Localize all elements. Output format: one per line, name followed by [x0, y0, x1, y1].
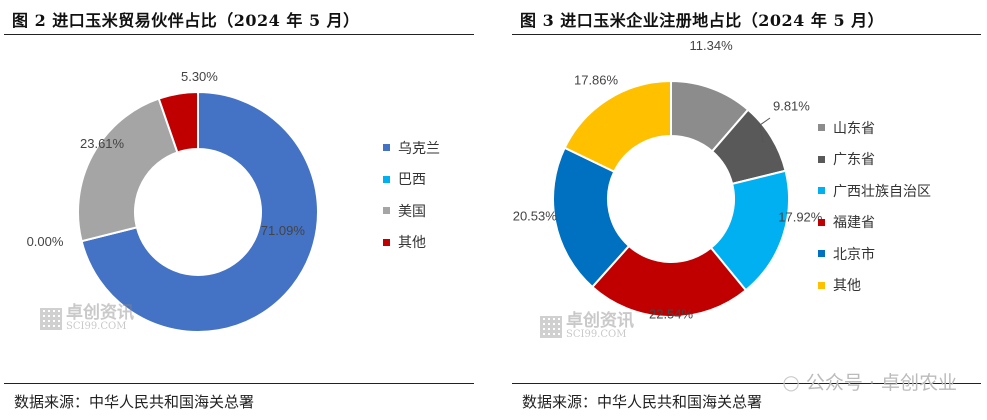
legend-item-广东省: 广东省	[818, 144, 931, 176]
donut-chart-registration-regions: 11.34% 9.81% 17.92% 22.54% 20.53% 17.86%	[513, 38, 823, 321]
data-label-山东省: 11.34%	[690, 38, 734, 53]
legend-swatch	[818, 187, 825, 195]
donut-chart-trade-partners: 71.09% 0.00% 23.61% 5.30%	[27, 69, 319, 333]
wechat-label: 公众号 · 卓创农业	[805, 372, 957, 394]
legend-item-福建省: 福建省	[818, 207, 931, 239]
legend-label: 福建省	[833, 215, 875, 232]
source-bar: 数据来源：中华人民共和国海关总署	[4, 383, 474, 418]
legend-label: 其他	[833, 278, 861, 295]
legend-swatch	[818, 155, 825, 163]
data-label-其他: 17.86%	[574, 73, 619, 88]
data-label-北京市: 20.53%	[513, 208, 558, 223]
legend-item-北京市: 北京市	[818, 238, 931, 270]
legend-swatch	[818, 218, 825, 226]
legend-item-广西壮族自治区: 广西壮族自治区	[818, 175, 931, 207]
legend-swatch	[818, 250, 825, 258]
slice-乌克兰	[80, 90, 319, 333]
source-bar: 数据来源：中华人民共和国海关总署	[512, 383, 981, 418]
legend-swatch	[818, 281, 825, 289]
legend: 山东省广东省广西壮族自治区 福建省北京市其他	[818, 112, 931, 301]
data-label-美国: 23.61%	[80, 136, 125, 151]
watermark-en: SCI99.COM	[566, 329, 627, 340]
legend-item-乌克兰: 乌克兰	[383, 132, 440, 164]
legend-label: 广东省	[833, 152, 875, 169]
legend-swatch	[383, 144, 390, 152]
watermark: 卓创资讯 SCI99.COM	[40, 305, 134, 332]
legend-item-其他: 其他	[383, 227, 440, 259]
slice-福建省	[590, 244, 748, 318]
sci99-logo-icon	[40, 307, 62, 330]
legend-item-山东省: 山东省	[818, 112, 931, 144]
legend-label: 广西壮族自治区	[833, 183, 931, 200]
wechat-account-badge: ○ 公众号 · 卓创农业	[782, 368, 957, 395]
data-label-其他: 5.30%	[181, 69, 218, 84]
legend-item-巴西: 巴西	[383, 164, 440, 196]
data-label-乌克兰: 71.09%	[261, 223, 306, 238]
title-bar: 图 3 进口玉米企业注册地占比（2024 年 5 月）	[512, 4, 981, 35]
watermark: 卓创资讯 SCI99.COM	[540, 313, 634, 340]
legend-label: 山东省	[833, 120, 875, 137]
legend-label: 巴西	[398, 172, 426, 189]
legend-swatch	[818, 124, 825, 132]
chart-panel-left: 图 2 进口玉米贸易伙伴占比（2024 年 5 月） 71.09% 0.00% 23…	[0, 0, 480, 420]
legend-swatch	[383, 175, 390, 183]
chart-title: 图 2 进口玉米贸易伙伴占比（2024 年 5 月）	[12, 11, 360, 30]
slice-美国	[77, 97, 179, 243]
data-label-广东省: 9.81%	[773, 98, 810, 113]
sci99-logo-icon	[540, 315, 562, 338]
legend-label: 乌克兰	[398, 140, 440, 157]
data-label-广西壮族自治区: 17.92%	[778, 209, 823, 224]
legend-label: 北京市	[833, 246, 875, 263]
slice-其他	[563, 79, 672, 174]
legend-label: 其他	[398, 235, 426, 252]
leader-line-广东省	[759, 117, 771, 143]
watermark-cn: 卓创资讯	[566, 311, 634, 331]
legend-label: 美国	[398, 203, 426, 220]
legend-swatch	[383, 207, 390, 215]
legend-item-美国: 美国	[383, 195, 440, 227]
legend-item-其他: 其他	[818, 270, 931, 302]
watermark-cn: 卓创资讯	[66, 303, 134, 323]
data-source: 数据来源：中华人民共和国海关总署	[522, 392, 763, 411]
legend-swatch	[383, 238, 390, 246]
title-bar: 图 2 进口玉米贸易伙伴占比（2024 年 5 月）	[4, 4, 474, 35]
data-label-福建省: 22.54%	[649, 306, 694, 321]
chart-panel-right: 图 3 进口玉米企业注册地占比（2024 年 5 月） 11.34% 9.81% 1…	[508, 0, 987, 420]
data-source: 数据来源：中华人民共和国海关总署	[14, 392, 255, 411]
data-label-巴西: 0.00%	[27, 234, 64, 249]
slice-其他	[157, 90, 199, 154]
watermark-en: SCI99.COM	[66, 321, 127, 332]
legend: 乌克兰 巴西 美国 其他	[383, 132, 440, 258]
wechat-icon: ○	[782, 369, 800, 394]
chart-title: 图 3 进口玉米企业注册地占比（2024 年 5 月）	[520, 11, 885, 30]
